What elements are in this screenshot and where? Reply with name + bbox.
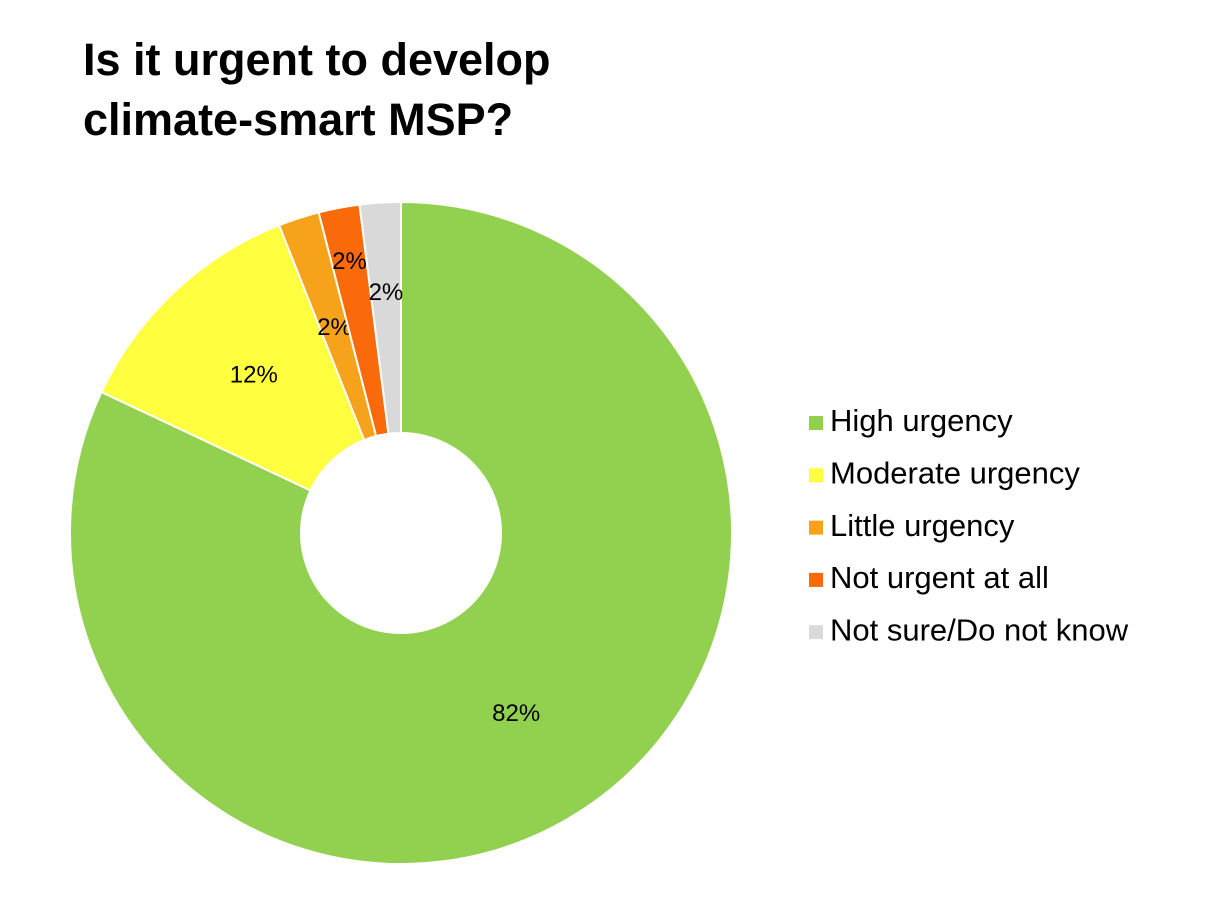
value-label: 82% (492, 700, 540, 727)
legend-swatch (809, 416, 823, 430)
legend-label: Moderate urgency (830, 455, 1080, 490)
donut-slice (358, 200, 402, 435)
legend-swatch (809, 625, 823, 640)
legend-swatch (809, 520, 823, 535)
value-label: 12% (230, 362, 278, 389)
value-label: 2% (332, 248, 367, 275)
chart-title: Is it urgent to develop climate-smart MS… (83, 34, 551, 145)
legend-swatch (809, 468, 823, 483)
legend-label: Little urgency (830, 508, 1015, 543)
legend-label: High urgency (830, 403, 1013, 438)
donut-slice (100, 223, 366, 492)
value-label: 2% (369, 279, 404, 306)
donut-slice (69, 200, 733, 865)
legend-label: Not urgent at all (830, 560, 1049, 595)
legend-label: Not sure/Do not know (830, 612, 1129, 647)
legend-swatch (809, 572, 823, 587)
